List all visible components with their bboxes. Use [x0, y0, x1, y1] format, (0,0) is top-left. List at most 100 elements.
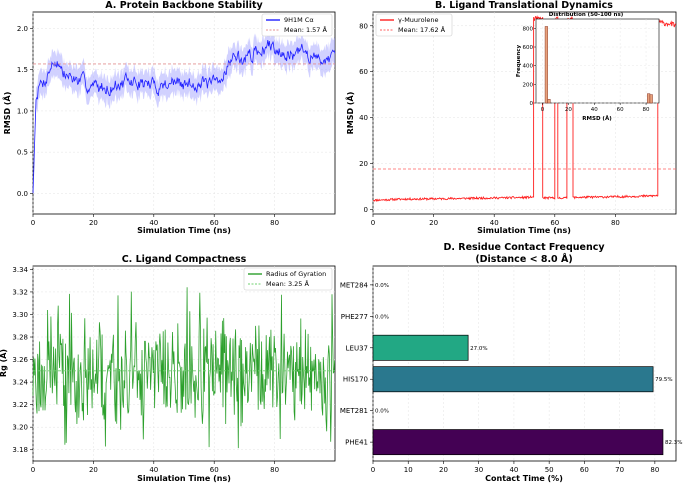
x-tick-label: 60	[580, 466, 589, 474]
inset-histogram-bar	[547, 99, 551, 104]
panel-a-band	[33, 27, 335, 195]
y-tick-label: 3.34	[12, 266, 28, 274]
inset-x-tick-label: 40	[591, 107, 598, 113]
inset-ylabel: Frequency	[516, 44, 522, 77]
inset-y-tick-label: 200	[523, 82, 534, 88]
panel-a-grid	[32, 12, 335, 214]
bar-value-label: 0.0%	[375, 314, 389, 320]
x-tick-label: 0	[371, 466, 375, 474]
panel-c-legend-box	[243, 267, 333, 291]
panel-a-legend-mean: Mean: 1.57 Å	[284, 25, 328, 34]
contact-bar	[372, 366, 654, 393]
residue-label: PHE41	[345, 439, 368, 447]
inset-x-tick-label: 80	[643, 107, 650, 113]
panel-c-line	[32, 287, 335, 449]
x-tick-label: 0	[371, 219, 375, 227]
inset-xlabel: RMSD (Å)	[582, 115, 612, 122]
bar-value-label: 0.0%	[375, 283, 389, 289]
y-tick-label: 2.0	[17, 25, 28, 33]
residue-label: MET281	[340, 407, 368, 415]
inset-bars	[544, 26, 653, 104]
panel-c-legend-mean: Mean: 3.25 Å	[266, 279, 310, 288]
panel-d-ticks: 0 10 20 30 40 50 60 70 80 PHE41 MET281 HIS170 LEU37 P…	[340, 281, 659, 474]
panel-d-title: D. Residue Contact Frequency	[443, 242, 605, 253]
x-tick-label: 60	[210, 466, 219, 474]
y-tick-label: 40	[359, 114, 368, 122]
residue-label: PHE277	[341, 313, 368, 321]
inset-histogram-bar	[647, 93, 651, 104]
residue-label: LEU37	[346, 344, 368, 352]
inset-title: Distribution (50-100 ns)	[549, 12, 624, 18]
panel-a-legend: 9H1M Cα Mean: 1.57 Å	[261, 13, 333, 37]
panel-a-frame	[32, 11, 336, 215]
x-tick-label: 80	[611, 219, 620, 227]
panel-b-legend-series: γ-Muurolene	[398, 16, 438, 24]
panel-d-xlabel: Contact Time (%)	[485, 474, 563, 483]
bar-value-label: 79.5%	[655, 377, 672, 383]
x-tick-label: 40	[509, 466, 518, 474]
panel-c-legend: Radius of Gyration Mean: 3.25 Å	[243, 267, 333, 291]
x-tick-label: 40	[149, 219, 158, 227]
x-tick-label: 20	[439, 466, 448, 474]
inset-y-tick-label: 800	[523, 26, 534, 32]
panel-c-title: C. Ligand Compactness	[122, 254, 247, 265]
y-tick-label: 0	[364, 206, 368, 214]
panel-b-legend-mean: Mean: 17.62 Å	[398, 25, 446, 34]
inset-y-tick-label: 600	[523, 45, 534, 51]
panel-d-frame	[372, 265, 677, 462]
y-tick-label: 1.5	[17, 66, 28, 74]
panel-a-title: A. Protein Backbone Stability	[105, 0, 263, 11]
inset-x-tick-label: 0	[541, 107, 545, 113]
panel-c-ticks: 0 20 40 60 80 3.18 3.20 3.22 3.24 3.26 3.28 3.30 3.3…	[12, 266, 279, 474]
x-tick-label: 0	[31, 219, 35, 227]
panel-b-xlabel: Simulation Time (ns)	[477, 226, 571, 235]
y-tick-label: 0.5	[17, 149, 28, 157]
panel-a-series-line	[32, 39, 336, 194]
bar-value-label: 27.0%	[470, 346, 487, 352]
panel-d: D. Residue Contact Frequency (Distance <…	[340, 242, 683, 483]
panel-b-line	[372, 15, 677, 203]
x-tick-label: 80	[270, 219, 279, 227]
panel-c-legend-series: Radius of Gyration	[266, 270, 326, 278]
panel-b-series-line	[372, 15, 677, 203]
inset-y-tick-label: 0	[530, 101, 534, 107]
y-tick-label: 3.18	[12, 446, 28, 454]
x-tick-label: 80	[650, 466, 659, 474]
x-tick-label: 60	[210, 219, 219, 227]
panel-d-subtitle: (Distance < 8.0 Å)	[475, 254, 572, 265]
panel-b-legend: γ-Muurolene Mean: 17.62 Å	[375, 13, 453, 37]
panel-b-legend-box	[375, 13, 453, 37]
y-tick-label: 3.24	[12, 379, 28, 387]
x-tick-label: 0	[31, 466, 35, 474]
panel-a-confidence-band	[33, 27, 335, 195]
inset-grid	[536, 19, 659, 104]
x-tick-label: 30	[474, 466, 483, 474]
x-tick-label: 20	[429, 219, 438, 227]
panel-c: C. Ligand Compactness 0 20 40 60 80 3.18 3.20 3…	[0, 254, 336, 483]
panel-b-title: B. Ligand Translational Dynamics	[435, 0, 613, 11]
x-tick-label: 70	[615, 466, 624, 474]
x-tick-label: 80	[270, 466, 279, 474]
y-tick-label: 3.22	[12, 401, 28, 409]
panel-b-ylabel: RMSD (Å)	[345, 92, 355, 135]
panel-c-ylabel: Rg (Å)	[0, 349, 8, 377]
residue-label: MET284	[340, 281, 369, 289]
panel-a: A. Protein Backbone Stability 0 20 40 60 800…	[2, 0, 336, 235]
y-tick-label: 80	[359, 22, 368, 30]
contact-bar	[372, 429, 664, 456]
panel-c-series-line	[32, 287, 335, 449]
y-tick-label: 3.20	[12, 424, 28, 432]
panel-c-xlabel: Simulation Time (ns)	[137, 474, 231, 483]
panel-a-line	[32, 39, 336, 194]
panel-d-bars: 82.3% 0.0% 79.5% 27.0% 0.0% 0.0%	[372, 283, 682, 456]
x-tick-label: 10	[404, 466, 413, 474]
y-tick-label: 60	[359, 68, 368, 76]
contact-bar	[372, 334, 469, 361]
inset-x-tick-label: 60	[617, 107, 624, 113]
y-tick-label: 1.0	[17, 107, 28, 115]
panel-b-inset: Distribution (50-100 ns) 0 20 40 60 80020040…	[516, 12, 660, 122]
y-tick-label: 20	[359, 160, 368, 168]
